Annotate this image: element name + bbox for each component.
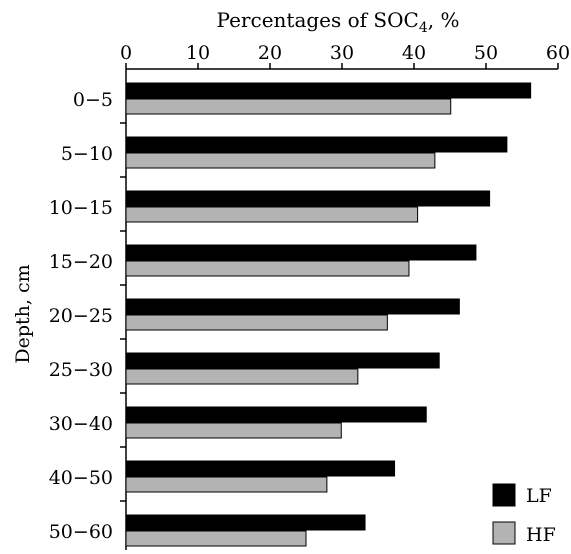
bar-lf bbox=[125, 352, 440, 369]
bar-hf bbox=[125, 476, 328, 493]
bar-lf bbox=[125, 136, 508, 153]
bar-lf bbox=[125, 298, 460, 315]
category-label: 40−50 bbox=[49, 467, 113, 489]
bar-lf bbox=[125, 514, 366, 531]
x-tick-label: 20 bbox=[258, 42, 282, 64]
category-label: 15−20 bbox=[49, 251, 113, 273]
bar-hf bbox=[125, 152, 436, 169]
legend: LF HF bbox=[492, 483, 556, 546]
bar-hf bbox=[125, 98, 452, 115]
bar-lf bbox=[125, 406, 427, 423]
category-label: 20−25 bbox=[49, 305, 113, 327]
legend-label-lf: LF bbox=[526, 485, 552, 507]
chart-title-suffix: , % bbox=[428, 8, 460, 32]
chart-title: Percentages of SOC4, % bbox=[217, 8, 460, 36]
x-tick-label: 60 bbox=[546, 42, 570, 64]
y-axis-label: Depth, cm bbox=[12, 264, 34, 363]
legend-swatch-lf bbox=[492, 483, 516, 507]
category-label: 0−5 bbox=[73, 89, 113, 111]
category-label: 10−15 bbox=[49, 197, 113, 219]
x-tick-label: 0 bbox=[120, 42, 132, 64]
bar-lf bbox=[125, 82, 532, 99]
category-label: 30−40 bbox=[49, 413, 113, 435]
bar-hf bbox=[125, 422, 342, 439]
bar-hf bbox=[125, 530, 307, 547]
x-tick-label: 50 bbox=[474, 42, 498, 64]
category-label: 5−10 bbox=[61, 143, 113, 165]
category-label: 25−30 bbox=[49, 359, 113, 381]
x-axis-ticks: 0 10 20 30 40 50 60 bbox=[120, 42, 570, 69]
x-tick-label: 10 bbox=[186, 42, 210, 64]
bars bbox=[125, 82, 532, 547]
category-label: 50−60 bbox=[49, 521, 113, 543]
x-tick-label: 30 bbox=[330, 42, 354, 64]
legend-swatch-hf bbox=[492, 521, 516, 545]
bar-lf bbox=[125, 244, 477, 261]
bar-hf bbox=[125, 314, 388, 331]
bar-hf bbox=[125, 260, 410, 277]
chart-title-main: Percentages of SOC bbox=[217, 8, 419, 32]
y-axis-categories: 0−5 5−10 10−15 15−20 20−25 25−30 30−40 40−50 50−… bbox=[49, 89, 126, 543]
legend-label-hf: HF bbox=[526, 524, 556, 546]
x-tick-label: 40 bbox=[402, 42, 426, 64]
bar-lf bbox=[125, 460, 396, 477]
bar-hf bbox=[125, 206, 419, 223]
bar-hf bbox=[125, 368, 359, 385]
bar-lf bbox=[125, 190, 491, 207]
chart-title-subscript: 4 bbox=[419, 20, 428, 36]
